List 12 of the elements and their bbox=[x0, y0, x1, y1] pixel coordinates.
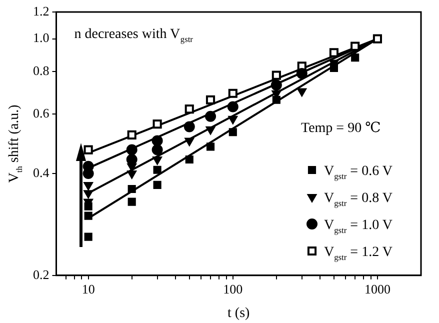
y-tick-label: 0.2 bbox=[33, 266, 50, 282]
y-tick-label: 1.0 bbox=[33, 30, 50, 46]
y-tick-label: 0.4 bbox=[33, 164, 50, 180]
x-tick-label: 10 bbox=[82, 282, 95, 297]
x-axis-title: t (s) bbox=[228, 306, 250, 321]
x-tick-label: 1000 bbox=[364, 282, 390, 297]
y-tick-label: 0.8 bbox=[33, 63, 50, 78]
y-tick-label: 1.2 bbox=[33, 3, 50, 18]
annotation: Temp = 90 ℃ bbox=[301, 121, 381, 136]
x-tick-label: 100 bbox=[223, 282, 243, 297]
y-tick-label: 0.6 bbox=[33, 105, 50, 120]
y-axis-title: Vth shift (a.u.) bbox=[7, 104, 24, 183]
